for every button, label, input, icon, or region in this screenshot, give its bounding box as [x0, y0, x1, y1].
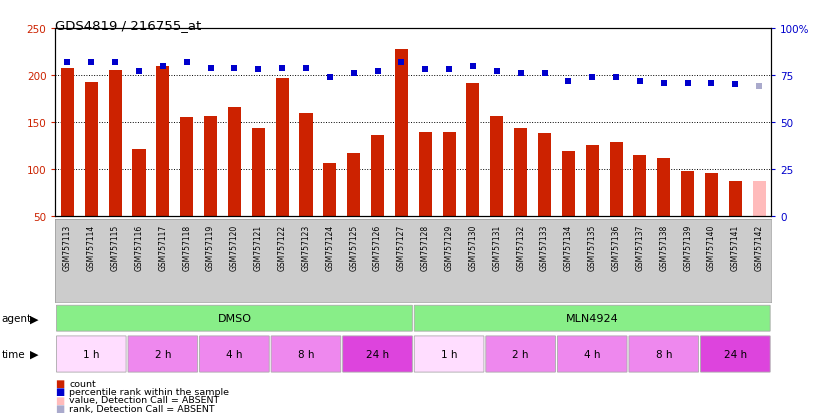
Bar [514, 128, 527, 217]
Text: GSM757130: GSM757130 [468, 224, 477, 270]
Text: GDS4819 / 216755_at: GDS4819 / 216755_at [55, 19, 202, 31]
Bar [132, 149, 145, 217]
Bar [180, 117, 193, 217]
Text: GSM757125: GSM757125 [349, 224, 358, 270]
Text: GSM757135: GSM757135 [588, 224, 596, 270]
Bar [490, 116, 503, 217]
Bar [85, 83, 98, 217]
Text: ▶: ▶ [30, 313, 38, 323]
FancyBboxPatch shape [200, 336, 269, 372]
Text: GSM757120: GSM757120 [230, 224, 239, 270]
Text: 24 h: 24 h [724, 349, 747, 359]
Text: 8 h: 8 h [298, 349, 314, 359]
FancyBboxPatch shape [56, 306, 412, 331]
FancyBboxPatch shape [415, 336, 484, 372]
Text: GSM757115: GSM757115 [111, 224, 120, 270]
Bar [705, 173, 718, 217]
Text: ■: ■ [55, 378, 64, 388]
Text: 8 h: 8 h [655, 349, 672, 359]
Text: 1 h: 1 h [441, 349, 457, 359]
Text: GSM757133: GSM757133 [540, 224, 549, 270]
Bar [347, 154, 360, 217]
Text: 24 h: 24 h [366, 349, 389, 359]
Bar [561, 152, 575, 217]
Text: GSM757139: GSM757139 [683, 224, 692, 270]
Text: GSM757114: GSM757114 [86, 224, 95, 270]
Text: GSM757113: GSM757113 [63, 224, 72, 270]
Text: ■: ■ [55, 395, 64, 405]
Text: GSM757121: GSM757121 [254, 224, 263, 270]
Text: GSM757140: GSM757140 [707, 224, 716, 270]
Text: 1 h: 1 h [83, 349, 100, 359]
Text: time: time [2, 349, 25, 359]
Text: 4 h: 4 h [226, 349, 242, 359]
Text: GSM757126: GSM757126 [373, 224, 382, 270]
Text: 4 h: 4 h [584, 349, 601, 359]
Bar [467, 83, 480, 217]
Bar [61, 69, 74, 217]
Bar [419, 132, 432, 217]
Text: GSM757116: GSM757116 [135, 224, 144, 270]
FancyBboxPatch shape [343, 336, 412, 372]
Bar [442, 132, 455, 217]
Bar [752, 181, 765, 217]
Text: DMSO: DMSO [217, 313, 251, 323]
Text: GSM757127: GSM757127 [397, 224, 406, 270]
Bar [395, 50, 408, 217]
Text: GSM757129: GSM757129 [445, 224, 454, 270]
Text: GSM757128: GSM757128 [421, 224, 430, 270]
Text: GSM757134: GSM757134 [564, 224, 573, 270]
Text: GSM757132: GSM757132 [517, 224, 526, 270]
Bar [323, 163, 336, 217]
Text: percentile rank within the sample: percentile rank within the sample [69, 387, 229, 396]
Bar [109, 71, 122, 217]
Text: GSM757119: GSM757119 [206, 224, 215, 270]
Bar [204, 116, 217, 217]
Bar [371, 136, 384, 217]
Text: MLN4924: MLN4924 [565, 313, 619, 323]
Text: rank, Detection Call = ABSENT: rank, Detection Call = ABSENT [69, 404, 215, 413]
FancyBboxPatch shape [486, 336, 556, 372]
Bar [729, 181, 742, 217]
Text: GSM757122: GSM757122 [277, 224, 286, 270]
Text: GSM757124: GSM757124 [326, 224, 335, 270]
Bar [681, 172, 694, 217]
Text: GSM757117: GSM757117 [158, 224, 167, 270]
FancyBboxPatch shape [700, 336, 770, 372]
FancyBboxPatch shape [629, 336, 698, 372]
Bar [538, 134, 551, 217]
Bar [228, 108, 241, 217]
FancyBboxPatch shape [557, 336, 627, 372]
Bar [299, 114, 313, 217]
FancyBboxPatch shape [271, 336, 341, 372]
Bar [633, 156, 646, 217]
Bar [251, 128, 265, 217]
Bar [276, 79, 289, 217]
Text: agent: agent [2, 313, 32, 323]
FancyBboxPatch shape [128, 336, 197, 372]
Text: GSM757142: GSM757142 [755, 224, 764, 270]
Bar [610, 142, 623, 217]
Text: ■: ■ [55, 387, 64, 396]
Text: 2 h: 2 h [154, 349, 171, 359]
Text: ■: ■ [55, 403, 64, 413]
Text: value, Detection Call = ABSENT: value, Detection Call = ABSENT [69, 395, 220, 404]
FancyBboxPatch shape [415, 306, 770, 331]
Text: GSM757118: GSM757118 [182, 224, 191, 270]
Text: ▶: ▶ [30, 349, 38, 359]
Bar [586, 145, 599, 217]
Text: GSM757136: GSM757136 [611, 224, 620, 270]
Bar [657, 159, 670, 217]
Text: count: count [69, 379, 96, 388]
Text: GSM757123: GSM757123 [301, 224, 310, 270]
Bar [157, 66, 170, 217]
Text: GSM757141: GSM757141 [731, 224, 740, 270]
Text: GSM757137: GSM757137 [636, 224, 645, 270]
Text: 2 h: 2 h [512, 349, 529, 359]
Text: GSM757131: GSM757131 [492, 224, 501, 270]
FancyBboxPatch shape [56, 336, 126, 372]
Text: GSM757138: GSM757138 [659, 224, 668, 270]
